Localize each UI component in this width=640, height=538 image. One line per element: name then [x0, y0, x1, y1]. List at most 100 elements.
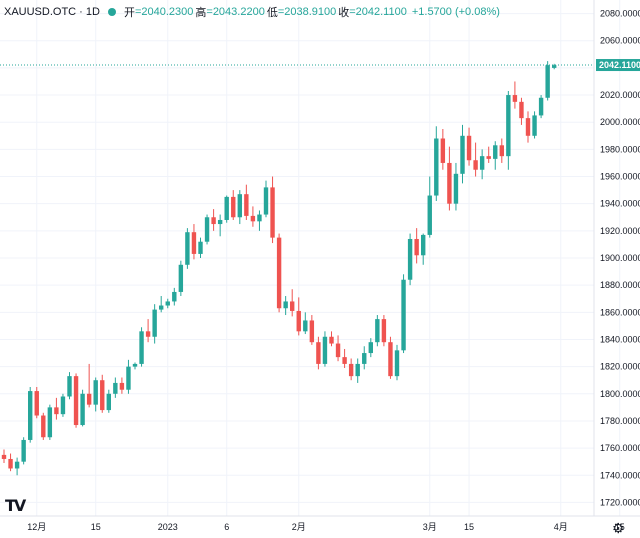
grid-lines — [0, 0, 621, 516]
candle-body — [506, 95, 511, 157]
candle-body — [519, 101, 524, 119]
candle-body — [388, 342, 393, 377]
candle-body — [453, 173, 459, 204]
candle-body — [198, 241, 203, 254]
candle-body — [257, 214, 262, 222]
price-tick-label: 1800.0000 — [600, 389, 640, 399]
candle-body — [231, 196, 236, 218]
close-label: 收 — [338, 7, 350, 19]
gear-icon[interactable]: ⚙ — [612, 520, 625, 536]
time-tick-label: 2023 — [158, 522, 178, 532]
price-tick-label: 1840.0000 — [600, 334, 640, 344]
candle-body — [309, 320, 315, 343]
candle-body — [28, 391, 33, 440]
low-value: =2038.9100 — [277, 6, 337, 18]
candle-body — [394, 350, 400, 377]
candle-body — [119, 382, 125, 390]
candle-body — [126, 366, 131, 390]
candle-body — [421, 234, 426, 256]
candle-body — [440, 138, 446, 163]
time-tick-label: 15 — [615, 522, 625, 532]
candle-body — [178, 264, 184, 292]
candle-body — [224, 196, 229, 220]
price-tick-label: 1720.0000 — [600, 497, 640, 507]
candles — [1, 61, 557, 476]
candle-body — [355, 363, 360, 377]
candle-body — [368, 342, 373, 354]
price-tick-label: 2000.0000 — [600, 117, 640, 127]
symbol-name[interactable]: XAUUSD.OTC — [4, 6, 77, 18]
candle-body — [237, 194, 242, 218]
candle-body — [60, 396, 66, 415]
candle-body — [316, 342, 321, 364]
candle-body — [145, 331, 151, 337]
candle-body — [41, 415, 46, 438]
price-tick-label: 1780.0000 — [600, 416, 640, 426]
candle-body — [250, 215, 256, 222]
candle-body — [414, 238, 419, 256]
candle-body — [263, 187, 269, 215]
high-label: 高 — [195, 7, 207, 19]
time-tick-label: 15 — [464, 522, 474, 532]
candle-body — [132, 363, 138, 367]
candle-body — [244, 194, 249, 216]
time-tick-label: 4月 — [554, 522, 568, 532]
last-price-tag: 2042.1100 — [596, 59, 640, 72]
candle-body — [54, 407, 59, 415]
time-tick-label: 6 — [224, 522, 229, 532]
candle-body — [342, 357, 347, 364]
price-tick-label: 1920.0000 — [600, 226, 640, 236]
candle-body — [434, 138, 439, 196]
candle-body — [73, 376, 79, 426]
candle-body — [303, 320, 308, 332]
candle-body — [159, 305, 164, 310]
price-tick-label: 1900.0000 — [600, 253, 640, 263]
price-tick-label: 2080.0000 — [600, 9, 640, 19]
candle-body — [276, 237, 282, 309]
candle-body — [152, 309, 157, 337]
change-value: +1.5700 (+0.08%) — [411, 6, 500, 18]
candle-body — [185, 232, 190, 265]
candle-body — [545, 65, 550, 98]
candle-body — [486, 156, 491, 159]
candle-body — [93, 380, 98, 405]
candle-body — [106, 393, 111, 411]
candle-body — [466, 135, 472, 161]
market-status-icon — [107, 8, 116, 16]
candle-body — [335, 343, 341, 358]
candle-body — [296, 310, 301, 332]
candle-body — [362, 353, 367, 364]
candle-body — [34, 391, 39, 416]
candle-body — [447, 162, 452, 204]
candle-body — [290, 301, 295, 311]
candle-body — [512, 95, 518, 102]
candle-body — [100, 380, 105, 411]
candle-body — [407, 238, 413, 280]
candle-body — [532, 115, 537, 136]
last-price-value: 2042.1100 — [599, 60, 640, 70]
candle-body — [8, 458, 13, 469]
time-tick-label: 15 — [91, 522, 101, 532]
candle-body — [86, 393, 92, 405]
candle-body — [211, 217, 216, 225]
price-tick-label: 1860.0000 — [600, 307, 640, 317]
tradingview-logo-icon[interactable]: TV — [5, 496, 26, 515]
candle-body — [1, 454, 7, 459]
candle-body — [165, 301, 170, 306]
candle-body — [217, 219, 223, 225]
candle-body — [21, 439, 26, 462]
candle-body — [322, 336, 328, 364]
candle-body — [375, 319, 380, 343]
time-tick-label: 3月 — [423, 522, 437, 532]
candle-body — [329, 336, 334, 344]
time-axis[interactable]: 12月 15 2023 6 2月 3月 15 4月 15 — [27, 522, 624, 532]
candle-body — [270, 187, 275, 238]
interval-label[interactable]: 1D — [85, 6, 100, 18]
candle-body — [525, 118, 531, 136]
chart-header: XAUUSD.OTC · 1D 开 =2040.2300 高 =2043.2200 … — [4, 4, 502, 20]
price-tick-label: 1820.0000 — [600, 362, 640, 372]
price-tick-label: 1940.0000 — [600, 199, 640, 209]
candle-body — [427, 195, 432, 235]
candle-body — [283, 301, 288, 309]
